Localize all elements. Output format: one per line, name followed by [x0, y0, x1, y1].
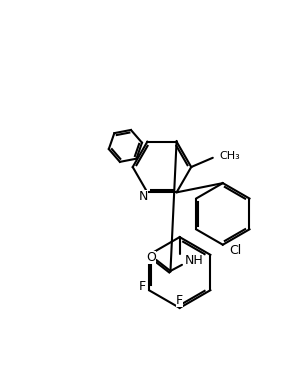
Text: F: F [138, 280, 146, 293]
Text: N: N [139, 190, 148, 203]
Text: F: F [176, 294, 183, 307]
Text: O: O [146, 251, 156, 264]
Text: NH: NH [184, 254, 203, 267]
Text: Cl: Cl [229, 245, 241, 257]
Text: CH₃: CH₃ [219, 151, 240, 161]
